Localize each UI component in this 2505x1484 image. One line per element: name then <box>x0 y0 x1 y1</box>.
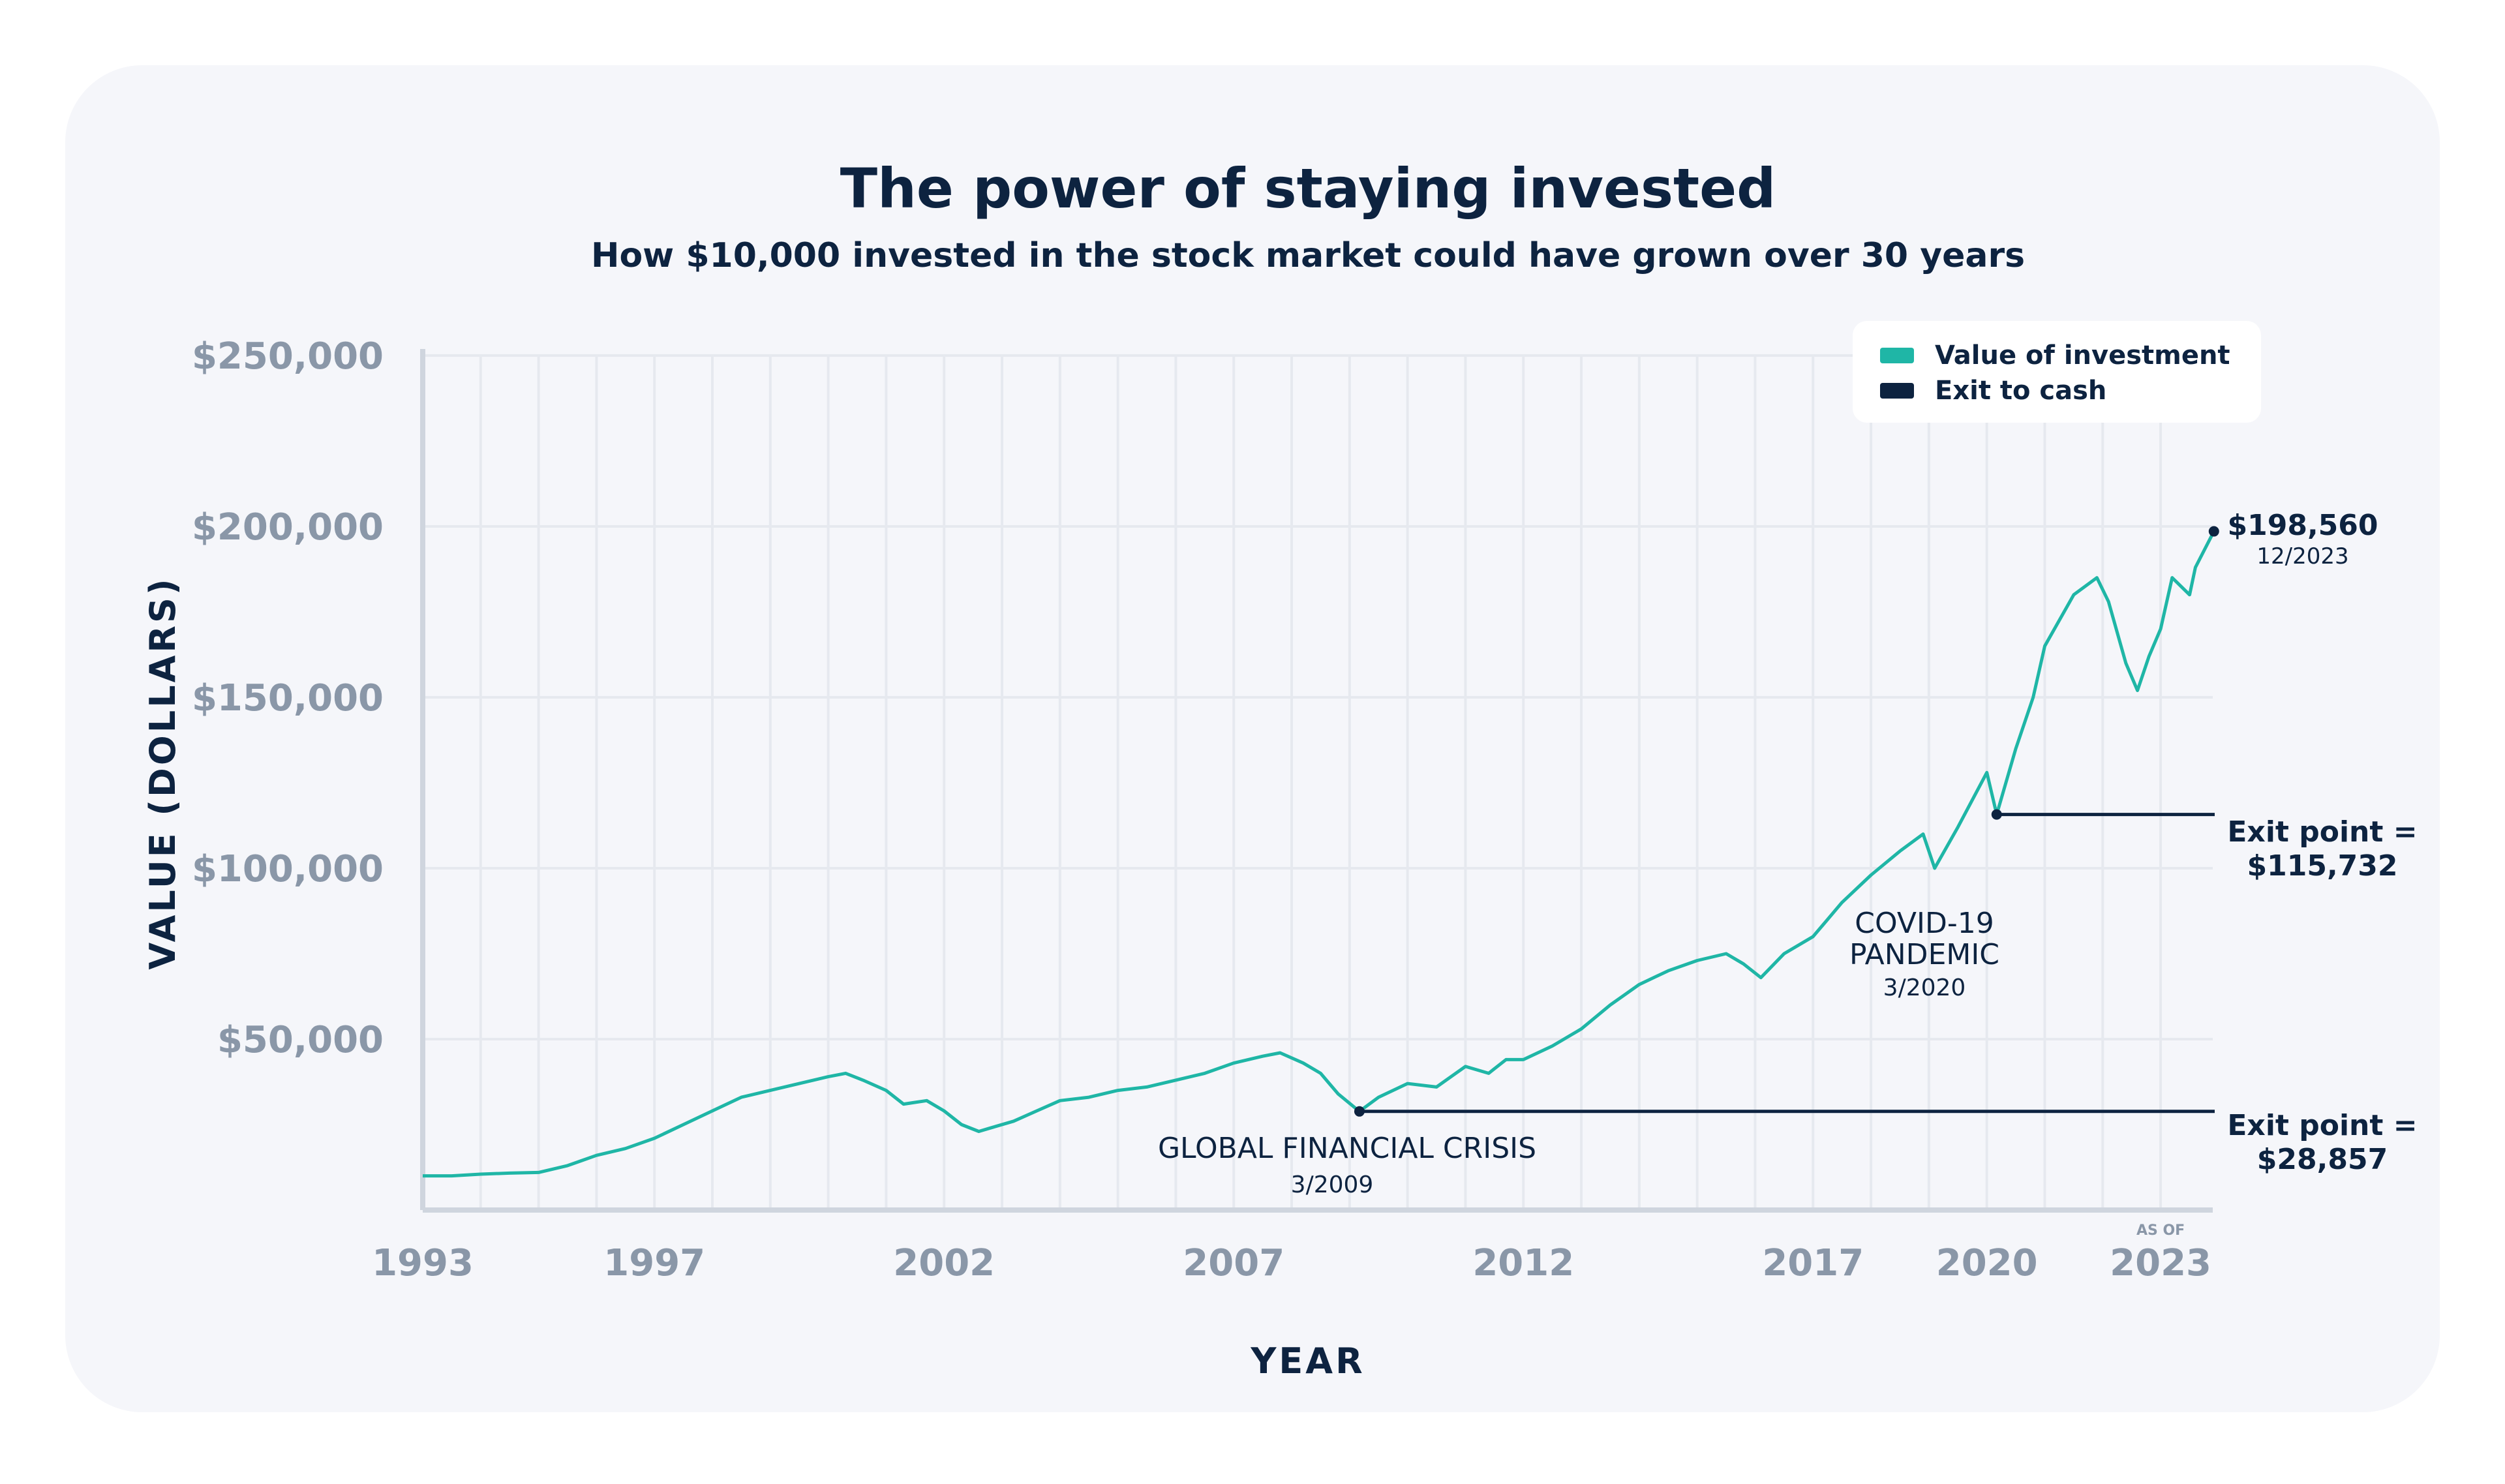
final-value-label: $198,560 <box>2227 509 2378 542</box>
exit-point-covid <box>1991 809 2002 820</box>
exit-label-covid-line2: $115,732 <box>2247 849 2397 883</box>
y-tick-label: $200,000 <box>192 506 384 549</box>
exit-label-gfc-line1: Exit point = <box>2227 1109 2417 1142</box>
chart-subtitle: How $10,000 invested in the stock market… <box>590 236 2026 275</box>
y-tick-label: $50,000 <box>217 1019 384 1061</box>
x-tick-label: 2002 <box>893 1242 995 1284</box>
annotation-event-covid-line1: COVID-19 <box>1855 907 1994 940</box>
y-tick-label: $250,000 <box>192 335 384 378</box>
x-tick-label: 2017 <box>1762 1242 1864 1284</box>
annotation-event-gfc: GLOBAL FINANCIAL CRISIS <box>1158 1132 1536 1165</box>
legend-swatch-investment <box>1880 348 1914 363</box>
x-tick-label: 2007 <box>1183 1242 1284 1284</box>
y-tick-label: $100,000 <box>192 848 384 890</box>
x-axis-title: YEAR <box>1250 1340 1365 1382</box>
annotation-event-covid-line2: PANDEMIC <box>1849 938 1999 971</box>
exit-label-covid-line1: Exit point = <box>2227 815 2417 849</box>
y-axis-title: VALUE (DOLLARS) <box>142 576 183 969</box>
x-tick-label: 2012 <box>1472 1242 1574 1284</box>
legend-swatch-exit <box>1880 383 1914 399</box>
legend-label-investment: Value of investment <box>1935 341 2230 371</box>
x-tick-note: AS OF <box>2136 1222 2185 1239</box>
annotation-date-gfc: 3/2009 <box>1291 1172 1374 1198</box>
x-tick-label: 1997 <box>603 1242 705 1284</box>
exit-label-gfc-line2: $28,857 <box>2257 1143 2388 1176</box>
legend-item-investment: Value of investment <box>1880 339 2230 372</box>
chart-title: The power of staying invested <box>840 157 1776 220</box>
x-tick-label: 2020 <box>1936 1242 2038 1284</box>
investment-value-line <box>423 530 2216 1178</box>
legend-item-exit: Exit to cash <box>1880 374 2106 407</box>
legend-label-exit: Exit to cash <box>1935 376 2107 406</box>
chart-legend: Value of investment Exit to cash <box>1853 321 2261 423</box>
annotation-date-covid: 3/2020 <box>1883 975 1966 1001</box>
x-tick-label: 2023 <box>2110 1242 2211 1284</box>
y-tick-label: $150,000 <box>192 677 384 719</box>
x-tick-label: 1993 <box>372 1242 474 1284</box>
final-value-point <box>2208 526 2219 537</box>
final-value-date: 12/2023 <box>2256 543 2348 569</box>
exit-point-gfc <box>1354 1106 1365 1117</box>
